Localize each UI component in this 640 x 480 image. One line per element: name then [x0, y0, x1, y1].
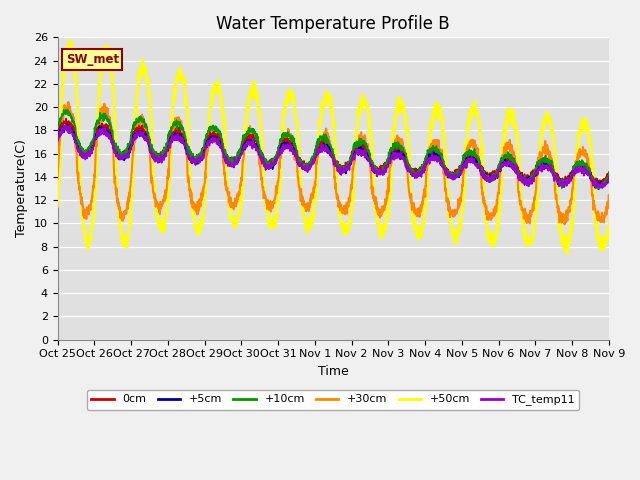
0cm [62, 116, 70, 121]
+30cm [632, 222, 640, 228]
+5cm [563, 180, 570, 186]
+50cm [113, 181, 120, 187]
TC_temp11 [239, 143, 247, 149]
TC_temp11 [62, 122, 70, 128]
TC_temp11 [529, 174, 537, 180]
+5cm [387, 153, 395, 159]
+10cm [239, 134, 247, 140]
+30cm [65, 99, 72, 105]
+30cm [634, 217, 640, 223]
Text: SW_met: SW_met [66, 53, 119, 66]
Title: Water Temperature Profile B: Water Temperature Profile B [216, 15, 450, 33]
+50cm [54, 204, 61, 209]
+50cm [66, 37, 74, 43]
0cm [54, 134, 61, 140]
Line: +5cm: +5cm [58, 124, 640, 191]
TC_temp11 [563, 180, 570, 186]
0cm [634, 181, 640, 187]
Line: TC_temp11: TC_temp11 [58, 125, 640, 192]
TC_temp11 [113, 151, 120, 156]
+30cm [54, 176, 61, 182]
+50cm [529, 231, 537, 237]
+10cm [387, 146, 395, 152]
+30cm [563, 215, 570, 220]
+10cm [563, 177, 570, 183]
Legend: 0cm, +5cm, +10cm, +30cm, +50cm, TC_temp11: 0cm, +5cm, +10cm, +30cm, +50cm, TC_temp1… [87, 390, 579, 410]
+5cm [529, 172, 537, 178]
X-axis label: Time: Time [318, 365, 349, 378]
+5cm [113, 150, 120, 156]
+5cm [63, 121, 71, 127]
0cm [529, 173, 537, 179]
+50cm [239, 171, 247, 177]
+5cm [634, 183, 640, 189]
0cm [239, 139, 247, 145]
0cm [633, 184, 640, 190]
+50cm [635, 252, 640, 258]
TC_temp11 [54, 139, 61, 144]
Line: +30cm: +30cm [58, 102, 640, 225]
Line: +10cm: +10cm [58, 109, 640, 190]
+10cm [54, 127, 61, 132]
+5cm [634, 188, 640, 193]
+5cm [54, 134, 61, 140]
+30cm [387, 161, 395, 167]
+10cm [631, 187, 639, 192]
+50cm [387, 169, 395, 175]
+10cm [634, 185, 640, 191]
Line: 0cm: 0cm [58, 119, 640, 187]
TC_temp11 [634, 187, 640, 192]
TC_temp11 [634, 189, 640, 194]
+10cm [63, 107, 71, 112]
+10cm [529, 173, 537, 179]
+30cm [239, 156, 247, 161]
0cm [113, 148, 120, 154]
+50cm [563, 242, 570, 248]
+5cm [239, 144, 247, 150]
+30cm [529, 201, 537, 207]
Line: +50cm: +50cm [58, 40, 640, 255]
TC_temp11 [387, 155, 395, 160]
0cm [387, 149, 395, 155]
0cm [563, 176, 570, 181]
+30cm [113, 186, 120, 192]
Y-axis label: Temperature(C): Temperature(C) [15, 140, 28, 238]
+50cm [634, 237, 640, 243]
+10cm [113, 147, 120, 153]
